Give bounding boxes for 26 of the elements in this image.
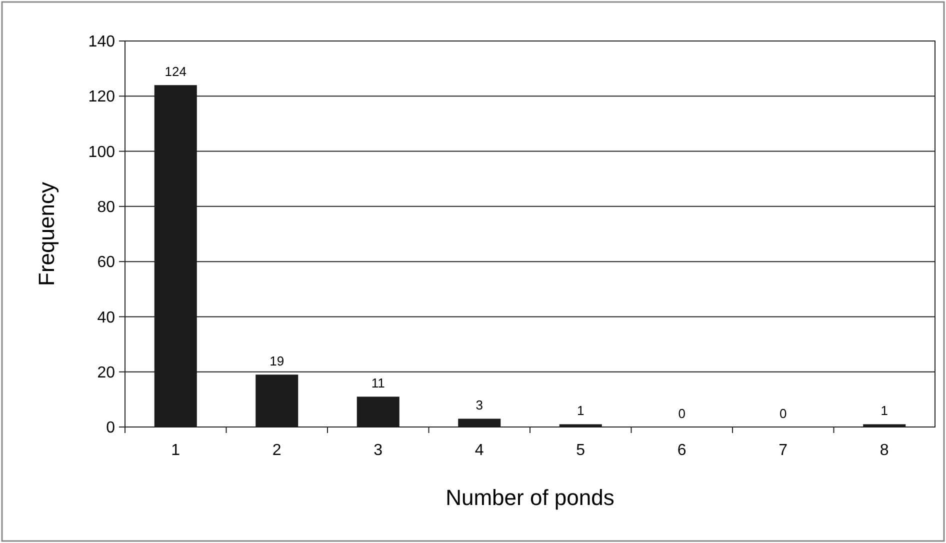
x-tick-label: 5 <box>576 442 586 459</box>
data-label: 0 <box>678 406 686 421</box>
x-tick-label: 7 <box>778 442 788 459</box>
data-label: 124 <box>164 64 186 80</box>
y-tick-label: 0 <box>106 420 116 437</box>
x-tick-label: 6 <box>677 442 686 459</box>
x-tick-label: 4 <box>474 442 484 459</box>
x-tick-label: 3 <box>374 442 383 459</box>
data-label: 11 <box>371 376 385 391</box>
data-label: 3 <box>476 398 483 413</box>
y-tick-label: 60 <box>97 254 116 272</box>
y-tick-label: 100 <box>88 144 116 161</box>
y-tick-label: 120 <box>88 88 116 106</box>
y-tick-label: 40 <box>97 309 116 326</box>
y-tick-label: 20 <box>97 364 116 382</box>
data-label: 0 <box>780 406 787 421</box>
y-axis-title: Frequency <box>34 182 59 286</box>
y-tick-label: 140 <box>88 34 116 51</box>
x-axis-title: Number of ponds <box>446 485 614 510</box>
x-tick-label: 2 <box>272 442 282 459</box>
data-label: 19 <box>270 354 284 369</box>
x-tick-label: 8 <box>880 442 889 459</box>
x-tick-label: 1 <box>171 442 180 459</box>
data-label: 1 <box>577 403 584 418</box>
data-label: 1 <box>880 403 888 418</box>
y-tick-label: 80 <box>97 199 116 216</box>
